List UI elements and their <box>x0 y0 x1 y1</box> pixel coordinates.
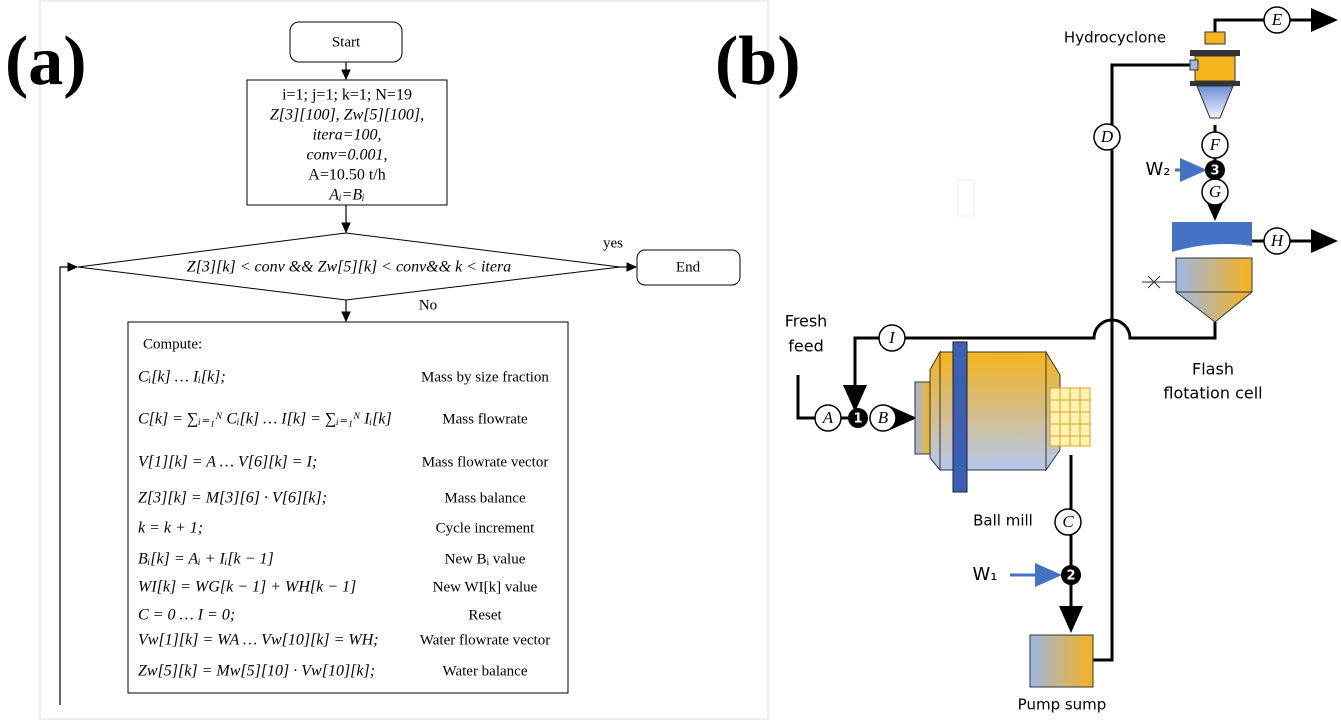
panel-label: (a) <box>5 23 87 100</box>
init-line: conv=0.001, <box>307 147 388 164</box>
step-description: New WI[k] value <box>433 579 538 595</box>
flotation-cell <box>1176 258 1252 322</box>
init-line: itera=100, <box>312 127 381 144</box>
valve <box>1142 276 1176 288</box>
flotation-froth <box>1172 222 1252 252</box>
stream-label: E <box>1271 10 1283 29</box>
unit-label: feed <box>788 337 823 356</box>
step-formula: Zw[5][k] = Mw[5][10] · Vw[10][k]; <box>138 663 375 680</box>
pump-sump <box>1030 635 1093 687</box>
cyclone-inlet <box>1190 60 1198 70</box>
step-formula: V[1][k] = A … V[6][k] = I; <box>138 454 317 471</box>
start-text: Start <box>332 34 361 50</box>
unit-label: Pump sump <box>1018 696 1107 714</box>
blank-mark <box>958 180 974 216</box>
unit-label: Fresh <box>785 312 828 331</box>
step-formula: C = 0 … I = 0; <box>138 607 235 624</box>
cyclone-cone <box>1197 86 1233 118</box>
cyclone-flange <box>1190 81 1240 86</box>
step-description: Water balance <box>443 663 528 679</box>
step-description: Mass flowrate vector <box>422 454 549 470</box>
loop-arrow <box>60 267 77 705</box>
pipe <box>1093 65 1192 660</box>
point-label: 1 <box>853 412 862 427</box>
step-formula: C[k] = ∑ᵢ₌₁ᴺ Cᵢ[k] … I[k] = ∑ᵢ₌₁ᴺ Iᵢ[k] <box>138 411 392 428</box>
unit-label: Hydrocyclone <box>1064 29 1166 47</box>
step-description: New Bᵢ value <box>445 551 526 567</box>
step-description: Mass flowrate <box>442 411 528 427</box>
init-line: A=10.50 t/h <box>308 167 385 184</box>
step-formula: Vw[1][k] = WA … Vw[10][k] = WH; <box>138 632 379 649</box>
stream-label: G <box>1209 182 1221 201</box>
step-formula: Z[3][k] = M[3][6] · V[6][k]; <box>138 490 327 507</box>
init-line: Aᵢ=Bᵢ <box>328 187 364 204</box>
step-formula: k = k + 1; <box>138 520 203 537</box>
stream-label: C <box>1062 512 1074 531</box>
water-label: W₂ <box>1145 159 1170 180</box>
stream-label: B <box>878 408 889 427</box>
step-description: Reset <box>468 607 502 623</box>
step-description: Mass balance <box>444 490 526 506</box>
point-label: 3 <box>1210 164 1219 179</box>
unit-label: Flash <box>1192 360 1234 379</box>
step-formula: Cᵢ[k] … Iᵢ[k]; <box>138 369 226 386</box>
mill-cone <box>930 352 940 470</box>
stream-label: A <box>822 408 834 427</box>
mill-flange <box>953 342 967 492</box>
step-formula: Bᵢ[k] = Aᵢ + Iᵢ[k − 1] <box>138 551 274 568</box>
point-label: 2 <box>1066 569 1075 584</box>
end-text: End <box>676 259 701 275</box>
init-line: Z[3][100], Zw[5][100], <box>270 107 424 124</box>
condition: Z[3][k] < conv && Zw[5][k] < conv&& k < … <box>187 259 511 276</box>
stream-label: H <box>1270 231 1285 250</box>
step-description: Mass by size fraction <box>421 369 549 385</box>
step-description: Water flowrate vector <box>420 632 550 648</box>
unit-label: flotation cell <box>1163 384 1262 403</box>
cyclone-flange <box>1190 50 1240 56</box>
yes-label: yes <box>603 235 623 251</box>
step-formula: WI[k] = WG[k − 1] + WH[k − 1] <box>138 579 356 596</box>
compute-title: Compute: <box>143 336 202 352</box>
stream-label: D <box>1100 127 1114 146</box>
figure: (a) Start i=1; j=1; k=1; N=19 Z[3][100], … <box>0 0 1341 721</box>
init-line: i=1; j=1; k=1; N=19 <box>282 87 412 104</box>
stream-label: F <box>1209 135 1221 154</box>
water-label: W₁ <box>972 564 997 585</box>
cyclone-top <box>1205 32 1225 44</box>
no-label: No <box>419 297 437 313</box>
cyclone-body <box>1195 56 1235 81</box>
unit-label: Ball mill <box>973 512 1033 530</box>
mill-inlet <box>915 382 930 454</box>
step-description: Cycle increment <box>436 520 536 536</box>
panel-label: (b) <box>715 23 801 100</box>
